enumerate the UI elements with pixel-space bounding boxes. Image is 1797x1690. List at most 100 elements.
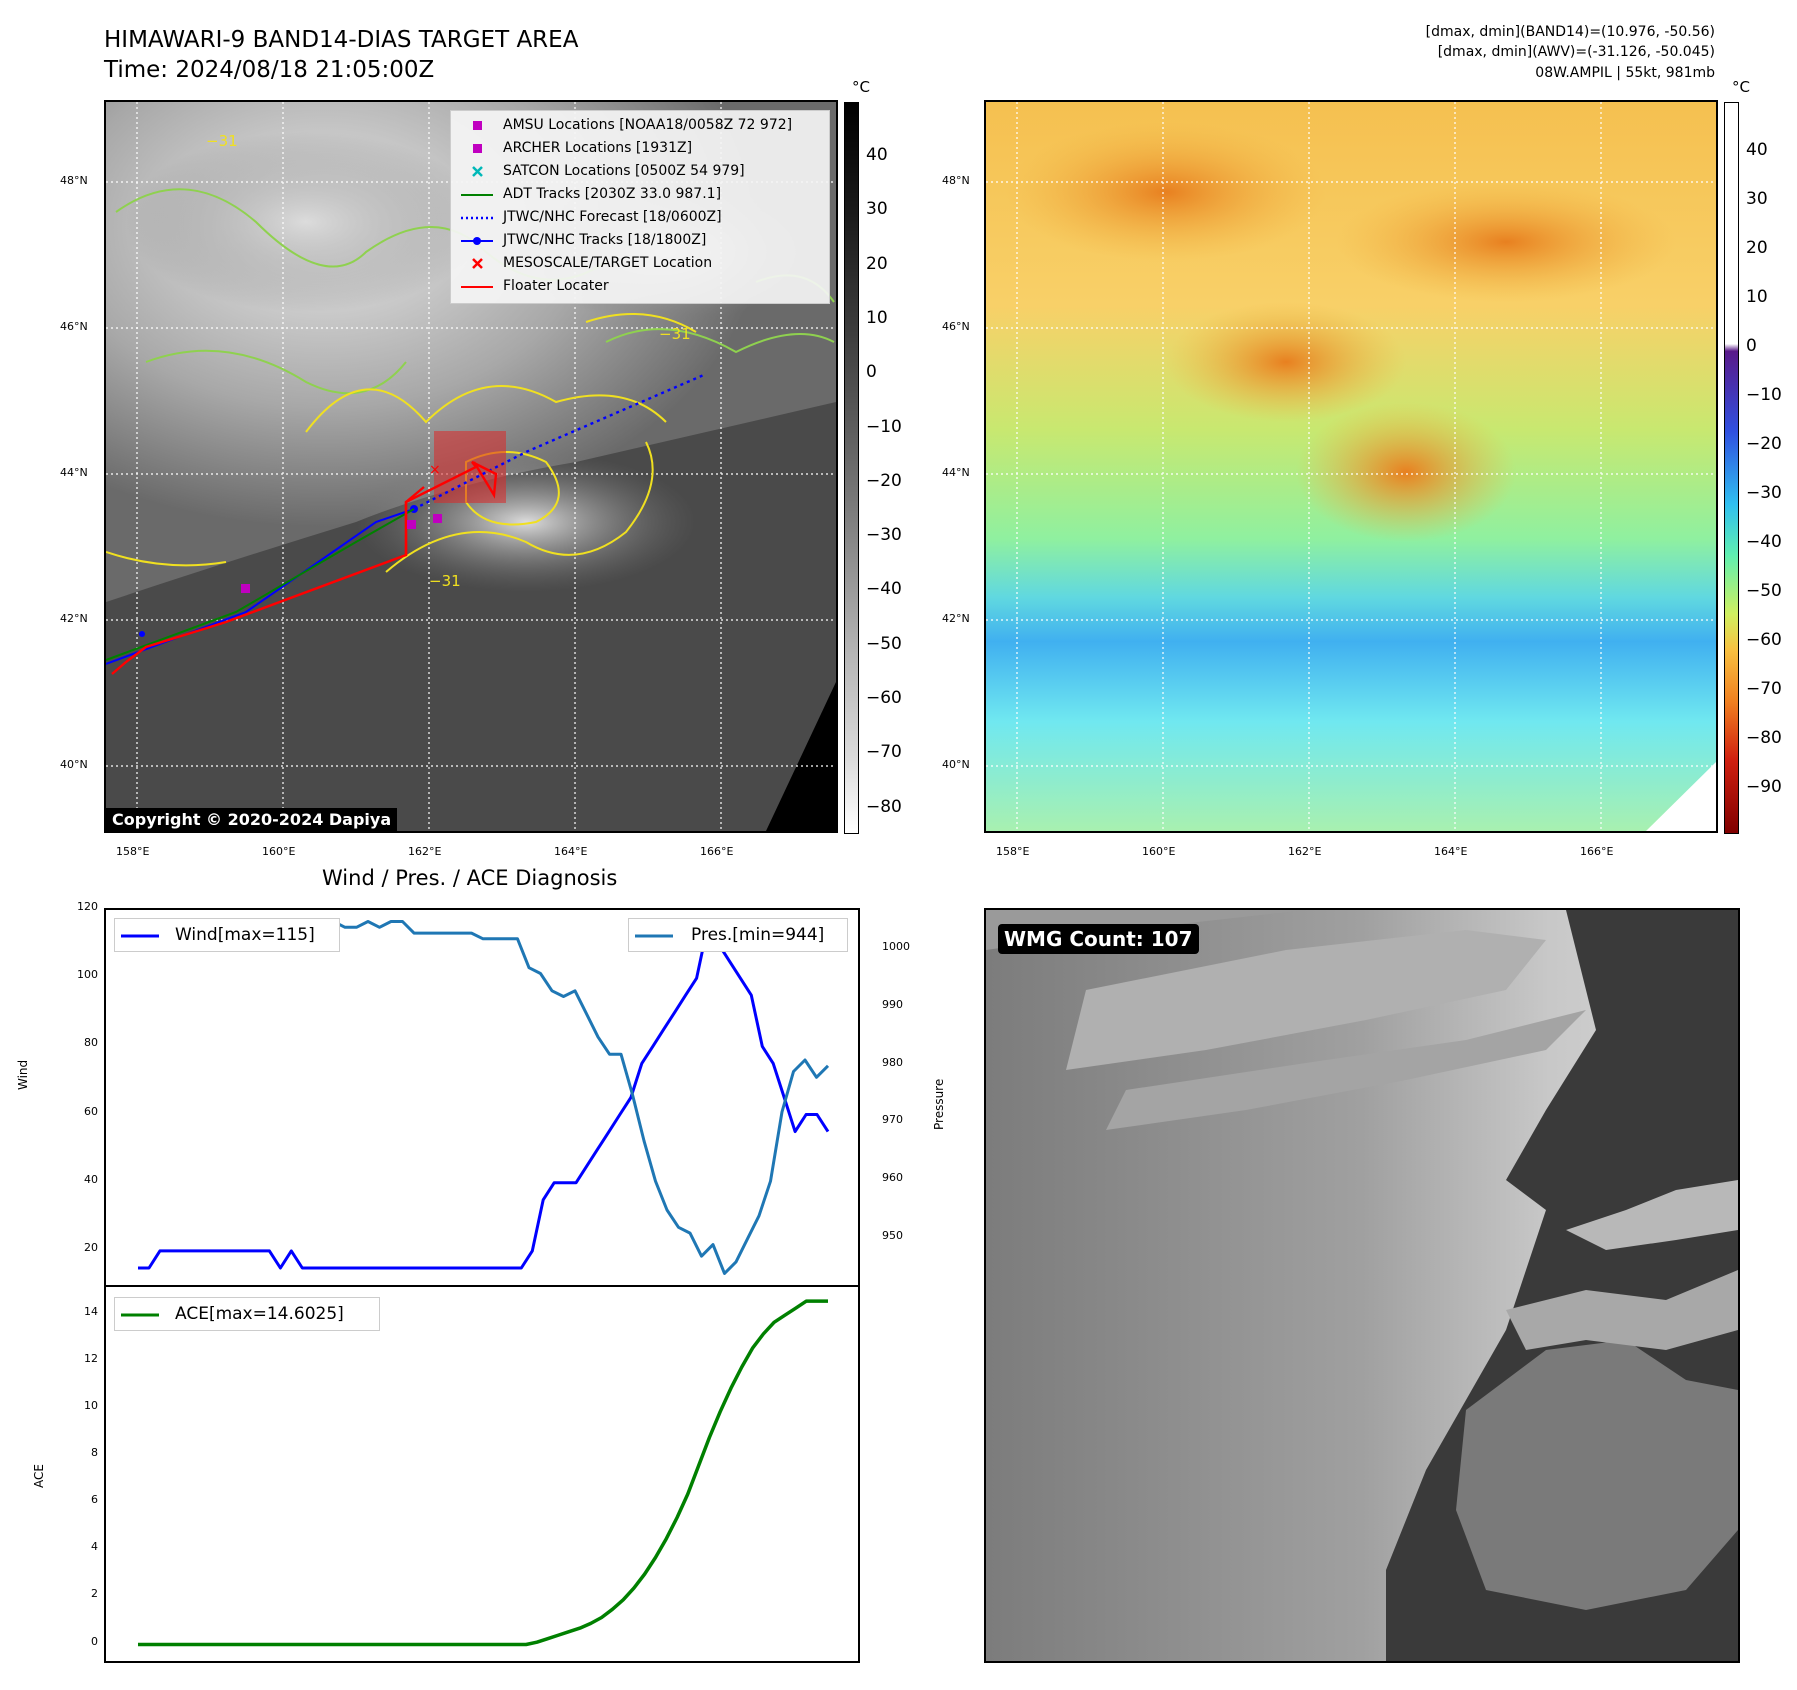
contour-label-2: −31 [659, 325, 691, 343]
pressure-axis-label: Pressure [932, 1078, 946, 1130]
lat-label: 48°N [942, 174, 970, 187]
colorbar-tick-label: −30 [1746, 483, 1782, 503]
colorbar-tick-label: −90 [1746, 777, 1782, 797]
blue-line-icon [121, 934, 159, 938]
ace-axis-label: ACE [32, 1464, 46, 1488]
ace-panel: ACE[max=14.6025] [104, 1285, 860, 1663]
colorbar-tick-label: 10 [866, 307, 888, 328]
ir-map-panel: × −31 −31 −31 AMSU Locations [NOAA18/005… [104, 100, 838, 833]
lon-label: 166°E [700, 845, 734, 858]
square-marker-icon [473, 121, 482, 130]
pressure-tick-label: 960 [882, 1171, 903, 1185]
legend-label: AMSU Locations [NOAA18/0058Z 72 972] [503, 117, 793, 133]
colorbar-tick-label: −60 [1746, 630, 1782, 650]
lat-label: 40°N [942, 758, 970, 771]
awv-map-panel [984, 100, 1718, 833]
lon-label: 158°E [996, 845, 1030, 858]
colorbar-tick-label: −50 [1746, 581, 1782, 601]
pressure-tick-label: 980 [882, 1055, 903, 1069]
ace-legend-label: ACE[max=14.6025] [175, 1304, 344, 1324]
green-line-icon [121, 1313, 159, 1317]
wmg-count-label: WMG Count: 107 [998, 924, 1199, 954]
ace-tick-label: 2 [91, 1587, 98, 1601]
pressure-legend: Pres.[min=944] [628, 918, 848, 952]
ace-tick-label: 4 [91, 1540, 98, 1554]
diagnosis-title: Wind / Pres. / ACE Diagnosis [322, 866, 618, 890]
colorbar-tick-label: −70 [866, 742, 902, 763]
colorbar-tick-label: 30 [1746, 189, 1768, 209]
ace-tick-label: 14 [84, 1305, 98, 1319]
legend-label: JTWC/NHC Tracks [18/1800Z] [503, 232, 707, 248]
wind-legend: Wind[max=115] [114, 918, 340, 952]
dotted-line-icon [461, 216, 493, 220]
lat-label: 40°N [60, 758, 88, 771]
legend-label: Floater Locater [503, 278, 609, 294]
ace-tick-label: 6 [91, 1493, 98, 1507]
meta-band14: [dmax, dmin](BAND14)=(10.976, -50.56) [1425, 24, 1715, 40]
copyright-label: Copyright © 2020-2024 Dapiya [106, 808, 398, 831]
colorbar-tick-label: −10 [1746, 385, 1782, 405]
colorbar-tick-label: −50 [866, 633, 902, 654]
lon-label: 164°E [1434, 845, 1468, 858]
colorbar-unit: °C [1732, 78, 1750, 96]
ace-tick-label: 8 [91, 1446, 98, 1460]
ace-tick-label: 0 [91, 1634, 98, 1648]
lat-label: 46°N [942, 320, 970, 333]
ace-tick-label: 12 [84, 1352, 98, 1366]
awv-map-image [986, 102, 1716, 831]
lat-label: 44°N [942, 466, 970, 479]
colorbar-tick-label: 0 [1746, 336, 1757, 356]
colorbar-tick-label: −70 [1746, 679, 1782, 699]
lat-label: 46°N [60, 320, 88, 333]
colorbar-tick-label: −40 [1746, 532, 1782, 552]
wind-axis-label: Wind [16, 1059, 30, 1090]
gray-colorbar [844, 102, 859, 834]
pressure-series-line [137, 920, 830, 1275]
colorbar-tick-label: 40 [866, 145, 888, 165]
colorbar-tick-label: −10 [866, 416, 902, 437]
pressure-tick-label: 970 [882, 1113, 903, 1127]
wind-pressure-panel: Wind[max=115] Pres.[min=944] [104, 908, 860, 1287]
colorbar-unit: °C [852, 78, 870, 96]
x-marker-icon [472, 258, 483, 269]
colorbar-tick-label: 40 [1746, 140, 1768, 160]
colorbar-tick-label: −80 [866, 796, 902, 817]
pressure-tick-label: 950 [882, 1228, 903, 1242]
legend-label: ARCHER Locations [1931Z] [503, 140, 693, 156]
wind-series-line [138, 925, 830, 1270]
colorbar-tick-label: 30 [866, 199, 888, 220]
contour-label-1: −31 [206, 132, 238, 150]
colorbar-tick-label: 20 [866, 253, 888, 274]
legend-label: SATCON Locations [0500Z 54 979] [503, 163, 745, 179]
colorbar-tick-label: −40 [866, 579, 902, 600]
line-marker-icon [461, 286, 493, 288]
wind-tick-label: 80 [84, 1036, 98, 1050]
lon-label: 164°E [554, 845, 588, 858]
colorbar-tick-label: 20 [1746, 238, 1768, 258]
legend-label: JTWC/NHC Forecast [18/0600Z] [503, 209, 722, 225]
pressure-tick-label: 1000 [882, 940, 910, 954]
wind-tick-label: 20 [84, 1240, 98, 1254]
lon-label: 162°E [408, 845, 442, 858]
colorbar-tick-label: 0 [866, 362, 877, 383]
lon-label: 160°E [262, 845, 296, 858]
lat-label: 42°N [942, 612, 970, 625]
lon-label: 160°E [1142, 845, 1176, 858]
lon-label: 158°E [116, 845, 150, 858]
wmg-image [986, 910, 1738, 1661]
legend-label: MESOSCALE/TARGET Location [503, 255, 713, 271]
lon-label: 162°E [1288, 845, 1322, 858]
colorbar-tick-label: −20 [866, 470, 902, 491]
meta-storm: 08W.AMPIL | 55kt, 981mb [1535, 65, 1715, 81]
lat-label: 44°N [60, 466, 88, 479]
colorbar-tick-label: −60 [866, 688, 902, 708]
ace-legend: ACE[max=14.6025] [114, 1297, 380, 1331]
meta-awv: [dmax, dmin](AWV)=(-31.126, -50.045) [1437, 44, 1715, 60]
figure-title-line2: Time: 2024/08/18 21:05:00Z [104, 57, 435, 83]
colorbar-tick-label: 10 [1746, 287, 1768, 307]
wind-pressure-plot [137, 920, 830, 1275]
lat-label: 48°N [60, 174, 88, 187]
line-dot-marker-icon [461, 237, 493, 245]
map-legend: AMSU Locations [NOAA18/0058Z 72 972] ARC… [450, 110, 830, 304]
steelblue-line-icon [635, 934, 673, 938]
